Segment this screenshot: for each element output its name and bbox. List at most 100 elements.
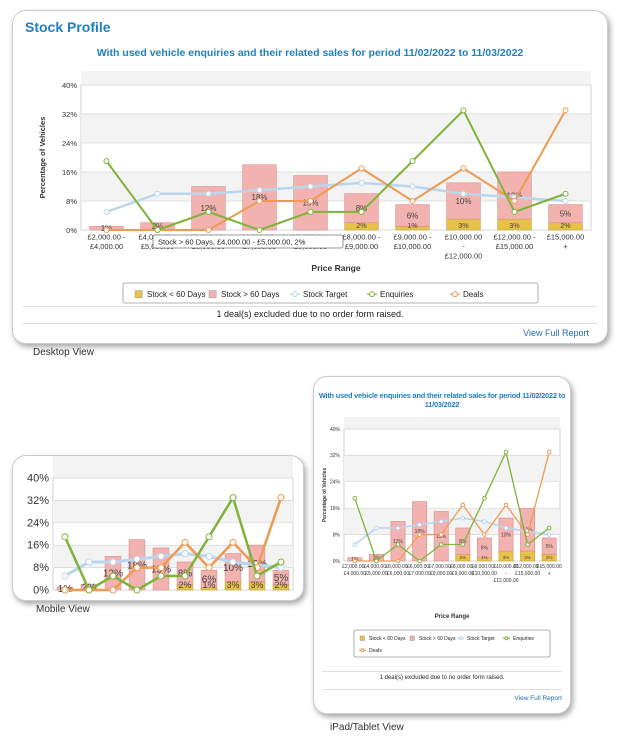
y-tick-label: 40% — [62, 81, 77, 90]
bar-data-label: 6% — [481, 546, 489, 552]
bar-data-label: 2% — [373, 555, 381, 561]
deals-point — [511, 198, 518, 204]
x-tick-label: - — [505, 571, 507, 577]
bar-data-label: 8% — [356, 204, 368, 213]
tooltip-text: Stock > 60 Days, £4,000.00 - £5,000.00, … — [158, 238, 306, 247]
stock-target-point — [358, 179, 365, 186]
deals-line — [65, 497, 283, 592]
divider — [23, 323, 597, 324]
bar-low-label: 2% — [560, 221, 571, 230]
deals-point — [256, 198, 263, 204]
legend-swatch — [359, 635, 365, 641]
enquiries-point — [205, 208, 212, 215]
x-tick-label: £4,000.00 - — [364, 564, 390, 570]
y-tick-label: 32% — [330, 453, 341, 459]
legend-entry: Stock > 60 Days — [419, 636, 456, 642]
legend-box — [122, 282, 539, 304]
stock-target-point — [546, 532, 552, 537]
enquiries-point — [133, 586, 141, 594]
bar-stock-gt60 — [541, 537, 557, 555]
bar-data-label: 8% — [459, 539, 467, 545]
x-tick-label: £7,000.00 - — [429, 564, 455, 570]
x-tick-label: £6,000.00 — [387, 571, 409, 577]
enquiries-line — [354, 451, 550, 562]
x-tick-label: £4,000.00 — [90, 242, 123, 251]
bar-low-label: 1% — [202, 580, 215, 590]
stock-target-point — [157, 552, 165, 560]
y-tick-label: 8% — [33, 562, 49, 574]
grid-band — [81, 114, 591, 143]
stock-target-point — [417, 522, 422, 527]
bar-low-label: 3% — [509, 221, 520, 230]
deals-point — [307, 198, 314, 204]
enquiries-point — [352, 496, 358, 501]
deals-point — [352, 558, 358, 564]
x-tick-label: £8,000.00 — [430, 571, 452, 577]
bar-data-label: 5% — [560, 209, 572, 218]
deals-point — [277, 494, 285, 502]
enquiries-line — [63, 496, 282, 592]
card-title: Stock Profile — [25, 19, 111, 35]
legend-entry: Enquiries — [513, 636, 534, 642]
deals-point — [438, 532, 444, 537]
x-tick-label: £9,000.00 - — [472, 564, 498, 570]
deals-point — [460, 502, 466, 508]
bar-low-label: 1% — [481, 555, 488, 560]
enquiries-point — [205, 533, 213, 541]
x-tick-label: £8,000.00 - — [343, 233, 381, 242]
enquiries-point — [417, 558, 422, 564]
x-tick-label: £8,000.00 - — [450, 564, 476, 570]
stock-target-point — [229, 558, 237, 566]
deals-point — [205, 564, 213, 572]
legend-entry: Stock < 60 Days — [369, 636, 406, 642]
legend-swatch — [134, 290, 143, 299]
legend-swatch-point — [504, 636, 509, 641]
enquiries-point — [229, 494, 237, 502]
mobile-chart: 0%8%16%24%32%40%1%2%12%18%15%8%2%6%1%10%… — [27, 456, 294, 597]
stock-target-point — [256, 187, 263, 194]
tablet-chart: 0%8%16%24%32%40%1%2%12%18%15%8%2%6%1%10%… — [322, 417, 562, 658]
bar-low-label: 2% — [178, 580, 191, 590]
enquiries-point — [277, 558, 285, 566]
enquiries-point — [562, 190, 569, 197]
deals-point — [205, 227, 212, 233]
view-full-report-link[interactable]: View Full Report — [523, 328, 589, 338]
x-tick-label: £9,000.00 — [345, 242, 378, 251]
bar-low-label: 2% — [546, 555, 553, 560]
desktop-chart: 0%8%16%24%32%40%1%2%12%18%15%8%2%6%1%10%… — [38, 71, 592, 304]
chart-title: With used vehicle enquiries and their re… — [96, 47, 524, 59]
bar-data-label: 15% — [436, 534, 447, 540]
stock-target-point — [460, 515, 466, 521]
divider — [23, 306, 597, 307]
tablet-view-full-report-link[interactable]: View Full Report — [514, 695, 562, 702]
enquiries-point — [253, 572, 261, 580]
x-tick-label: £6,000.00 - — [407, 564, 433, 570]
x-tick-label: £12,000.00 — [445, 252, 483, 261]
bar-low-label: 2% — [356, 221, 367, 230]
enquiries-point — [438, 542, 444, 547]
y-tick-label: 24% — [330, 480, 341, 486]
y-tick-label: 0% — [66, 226, 77, 235]
x-tick-label: - — [462, 242, 465, 251]
bar-low-label: 3% — [524, 555, 531, 560]
grid-band — [344, 417, 560, 429]
x-axis-title: Price Range — [311, 263, 360, 273]
deals-point — [503, 502, 509, 508]
bar-data-label: 10% — [501, 532, 512, 538]
enquiries-point — [374, 558, 379, 564]
y-tick-label: 16% — [330, 506, 341, 512]
stock-target-point — [154, 190, 161, 197]
bar-data-label: 18% — [415, 529, 426, 535]
legend-swatch-point — [292, 291, 298, 298]
y-tick-label: 40% — [330, 427, 341, 433]
deals-point — [409, 198, 416, 204]
stock-target-point — [205, 190, 212, 197]
enquiries-point — [154, 227, 161, 233]
enquiries-point — [460, 542, 466, 547]
bar-stock-gt60 — [395, 204, 430, 227]
bar-stock-gt60 — [446, 182, 481, 220]
mobile-caption: Mobile View — [36, 604, 90, 615]
tablet-excluded-note: 1 deal(s) excluded due to no order form … — [379, 675, 505, 681]
x-tick-label: + — [548, 571, 551, 577]
y-tick-label: 32% — [27, 495, 49, 507]
